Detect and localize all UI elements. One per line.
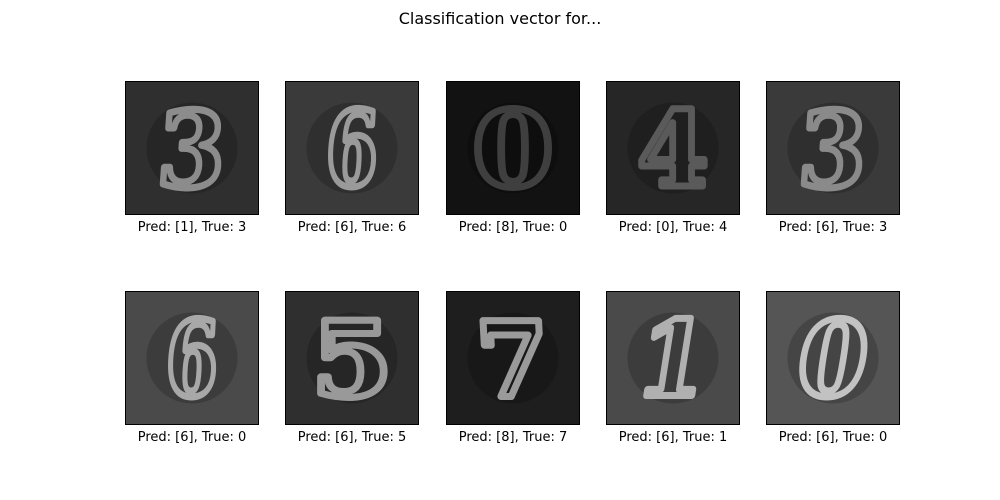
image-shading	[467, 102, 559, 194]
prediction-label: Pred: [8], True: 0	[459, 220, 568, 235]
panel-frame	[446, 81, 580, 215]
digit-glyph: 3	[795, 89, 870, 212]
image-panel: 3 Pred: [1], True: 3	[125, 81, 259, 235]
image-panel: 7 Pred: [8], True: 7	[446, 291, 580, 445]
image-shading	[467, 312, 559, 404]
panel-frame	[285, 291, 419, 425]
panel-frame	[606, 291, 740, 425]
image-shading	[146, 312, 238, 404]
panel-frame	[766, 291, 900, 425]
digit-glyph: 0	[472, 89, 553, 211]
image-shading	[306, 312, 398, 404]
prediction-label: Pred: [0], True: 4	[619, 220, 728, 235]
panel-frame	[125, 81, 259, 215]
digit-image	[446, 291, 580, 425]
digit-image	[606, 291, 740, 425]
image-panel: 6 Pred: [6], True: 6	[285, 81, 419, 235]
digit-image	[766, 291, 900, 425]
digit-image	[125, 291, 259, 425]
digit-glyph: 6	[323, 89, 381, 211]
panel-frame	[125, 291, 259, 425]
digit-image	[606, 81, 740, 215]
prediction-label: Pred: [6], True: 3	[779, 220, 888, 235]
prediction-label: Pred: [8], True: 7	[459, 430, 568, 445]
prediction-label: Pred: [6], True: 1	[619, 430, 728, 445]
digit-glyph: 6	[163, 299, 221, 421]
digit-glyph: 3	[154, 89, 229, 212]
image-shading	[627, 312, 719, 404]
panel-frame	[766, 81, 900, 215]
digit-image	[285, 291, 419, 425]
image-panel: 6 Pred: [6], True: 0	[125, 291, 259, 445]
image-panel: 4 Pred: [0], True: 4	[606, 81, 740, 235]
digit-image	[285, 81, 419, 215]
prediction-label: Pred: [6], True: 6	[298, 220, 407, 235]
digit-glyph: 5	[311, 299, 392, 421]
panel-frame	[446, 291, 580, 425]
digit-image	[766, 81, 900, 215]
digit-image	[125, 81, 259, 215]
image-shading	[306, 102, 398, 194]
figure-title: Classification vector for...	[399, 9, 602, 28]
image-panel: 3 Pred: [6], True: 3	[766, 81, 900, 235]
digit-image	[446, 81, 580, 215]
image-panel: 0 Pred: [8], True: 0	[446, 81, 580, 235]
prediction-label: Pred: [6], True: 0	[138, 430, 247, 445]
image-panel: 5 Pred: [6], True: 5	[285, 291, 419, 445]
image-shading	[627, 102, 719, 194]
digit-glyph: 7	[474, 299, 553, 422]
image-shading	[787, 102, 879, 194]
panel-frame	[285, 81, 419, 215]
prediction-label: Pred: [1], True: 3	[138, 220, 247, 235]
prediction-label: Pred: [6], True: 5	[298, 430, 407, 445]
image-shading	[146, 102, 238, 194]
panel-frame	[606, 81, 740, 215]
digit-glyph: 4	[638, 89, 709, 211]
image-shading	[787, 312, 879, 404]
prediction-label: Pred: [6], True: 0	[779, 430, 888, 445]
